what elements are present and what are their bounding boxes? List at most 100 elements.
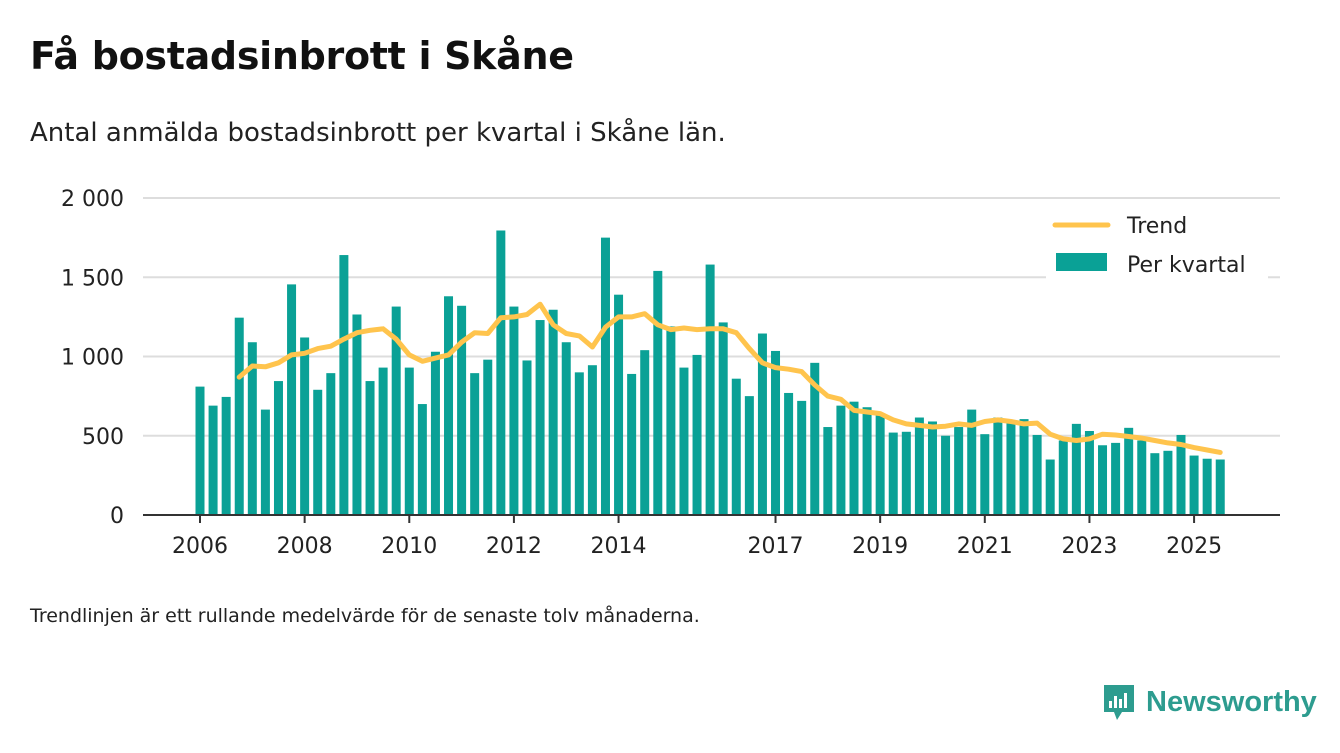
- chart-title: Få bostadsinbrott i Skåne: [30, 34, 574, 78]
- brand[interactable]: Newsworthy: [1102, 682, 1317, 722]
- legend-bar-label: Per kvartal: [1127, 253, 1246, 278]
- bar: [208, 405, 218, 515]
- brand-name: Newsworthy: [1146, 685, 1317, 718]
- y-tick-label: 2 000: [61, 187, 124, 212]
- x-tick-label: 2014: [591, 534, 647, 559]
- newsworthy-logo-icon: [1104, 685, 1134, 720]
- legend-trend-label: Trend: [1126, 214, 1187, 239]
- x-tick-label: 2021: [957, 534, 1013, 559]
- trend-line: [236, 301, 1223, 455]
- x-tick-label: 2012: [486, 534, 542, 559]
- bar: [653, 270, 663, 515]
- x-tick-label: 2023: [1061, 534, 1117, 559]
- bar: [980, 434, 990, 515]
- bar: [823, 427, 833, 515]
- bar: [1111, 442, 1121, 515]
- bar: [967, 409, 977, 515]
- bar: [430, 351, 440, 515]
- legend: Trend Per kvartal: [1046, 204, 1268, 284]
- bar: [993, 417, 1003, 515]
- x-tick-label: 2019: [852, 534, 908, 559]
- x-tick-label: 2006: [172, 534, 228, 559]
- bar: [313, 389, 323, 515]
- bar: [1084, 430, 1094, 515]
- bar: [862, 407, 872, 515]
- bar: [365, 381, 375, 515]
- bar: [744, 396, 754, 515]
- bar: [679, 367, 689, 515]
- bar: [378, 367, 388, 515]
- bar: [849, 401, 859, 515]
- bar: [247, 342, 257, 515]
- bar: [1019, 419, 1029, 515]
- bar: [326, 373, 336, 515]
- bar: [391, 306, 401, 515]
- bar: [666, 326, 676, 515]
- bar: [561, 342, 571, 515]
- chart-subtitle: Antal anmälda bostadsinbrott per kvartal…: [30, 118, 726, 148]
- bar: [352, 314, 362, 515]
- bar: [901, 431, 911, 515]
- footnote: Trendlinjen är ett rullande medelvärde f…: [30, 605, 700, 627]
- bar: [221, 396, 231, 515]
- bar: [941, 435, 951, 515]
- bar: [287, 284, 297, 515]
- bar: [522, 360, 532, 515]
- bar: [1215, 459, 1225, 515]
- bar: [1045, 459, 1055, 515]
- bar: [692, 354, 702, 515]
- bar: [496, 230, 506, 515]
- bar: [914, 417, 924, 515]
- bar: [784, 392, 794, 515]
- bar: [797, 400, 807, 515]
- bar: [470, 373, 480, 515]
- bar: [718, 322, 728, 515]
- bar: [195, 386, 205, 515]
- y-tick-label: 1 500: [61, 266, 124, 291]
- bar: [457, 305, 467, 515]
- legend-bar-swatch: [1056, 253, 1107, 271]
- bar: [483, 359, 493, 515]
- bar: [1163, 450, 1173, 515]
- bar: [614, 294, 624, 515]
- bar: [1137, 440, 1147, 515]
- bar: [1189, 455, 1199, 515]
- y-tick-label: 500: [82, 425, 124, 450]
- bar: [1006, 420, 1016, 515]
- bar: [587, 365, 597, 515]
- bar: [705, 264, 715, 515]
- bar: [1071, 423, 1081, 515]
- bar: [260, 409, 270, 515]
- chart: 0 500 1 000 1 500 2 000 2006 2008 2010 2012 2014…: [61, 187, 1280, 559]
- x-tick-label: 2017: [748, 534, 804, 559]
- bar: [1098, 445, 1108, 515]
- bar: [509, 306, 519, 515]
- bar: [771, 350, 781, 515]
- x-axis-ticks: 2006 2008 2010 2012 2014 2017 2019 2021 2023 2025: [172, 515, 1222, 559]
- bar: [574, 372, 584, 515]
- bar: [535, 320, 545, 515]
- bar: [404, 367, 414, 515]
- y-tick-label: 0: [110, 504, 124, 529]
- bar: [731, 378, 741, 515]
- bar: [300, 337, 310, 515]
- bar: [1058, 440, 1068, 515]
- y-tick-label: 1 000: [61, 346, 124, 371]
- bar: [875, 414, 885, 515]
- bar: [1150, 453, 1160, 515]
- bar: [1032, 434, 1042, 515]
- bar: [1176, 434, 1186, 515]
- bar: [444, 296, 454, 515]
- bar: [339, 255, 349, 515]
- y-axis-ticks: 0 500 1 000 1 500 2 000: [61, 187, 124, 529]
- bar: [954, 427, 964, 515]
- bar: [888, 432, 898, 515]
- x-tick-label: 2010: [381, 534, 437, 559]
- bar: [1202, 458, 1212, 515]
- bar: [927, 421, 937, 515]
- bar: [273, 381, 283, 515]
- bar: [836, 405, 846, 515]
- x-tick-label: 2025: [1166, 534, 1222, 559]
- bar: [627, 373, 637, 515]
- bar-series: [195, 230, 1225, 515]
